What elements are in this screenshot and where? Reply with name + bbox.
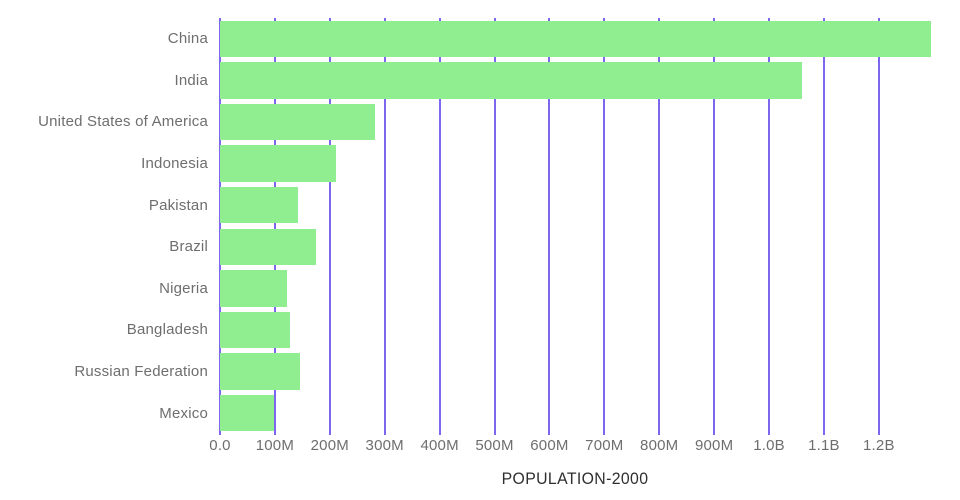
x-tick-label: 1.1B bbox=[808, 437, 840, 454]
y-tick-label: Bangladesh bbox=[126, 321, 208, 339]
y-tick-label: India bbox=[174, 71, 208, 89]
bar-united-states-of-america bbox=[220, 103, 375, 141]
x-tick-label: 700M bbox=[585, 437, 624, 454]
y-tick-label: Russian Federation bbox=[74, 363, 208, 381]
y-tick-label: Mexico bbox=[159, 404, 208, 422]
gridline bbox=[273, 18, 276, 435]
gridline bbox=[822, 18, 825, 435]
y-tick-label: United States of America bbox=[38, 113, 208, 131]
y-tick-label: Brazil bbox=[169, 238, 208, 256]
x-axis-labels: 0.0 100M 200M 300M 400M 500M 600M 700M 800M 900M 1… bbox=[209, 437, 931, 457]
x-tick-label: 300M bbox=[365, 437, 404, 454]
y-tick-label: Indonesia bbox=[141, 155, 208, 173]
bar-bangladesh bbox=[220, 311, 291, 349]
y-axis-labels: China India United States of America Indone… bbox=[0, 18, 214, 434]
gridline bbox=[603, 18, 606, 435]
bar-indonesia bbox=[220, 145, 337, 182]
gridline bbox=[768, 18, 771, 435]
x-tick-label: 600M bbox=[530, 437, 569, 454]
x-tick-label: 200M bbox=[310, 437, 349, 454]
x-tick-label: 1.0B bbox=[753, 437, 785, 454]
gridline bbox=[713, 18, 716, 435]
x-tick-label: 100M bbox=[255, 437, 295, 454]
bar-russian-federation bbox=[220, 353, 301, 390]
gridline bbox=[877, 18, 880, 435]
bar-mexico bbox=[220, 394, 274, 432]
gridline bbox=[658, 18, 661, 435]
plot-area bbox=[219, 18, 931, 435]
bar-pakistan bbox=[220, 186, 299, 224]
bar-china bbox=[220, 20, 931, 58]
x-tick-label: 800M bbox=[640, 437, 679, 454]
bar-brazil bbox=[220, 228, 316, 266]
gridline bbox=[328, 18, 331, 435]
gridline bbox=[493, 18, 496, 435]
x-axis-title: POPULATION-2000 bbox=[501, 469, 649, 488]
x-tick-label: 1.2B bbox=[862, 437, 895, 454]
y-tick-label: Pakistan bbox=[148, 196, 208, 214]
x-tick-label: 900M bbox=[694, 437, 734, 454]
gridline bbox=[383, 18, 386, 435]
bar-india bbox=[220, 62, 802, 99]
bar-nigeria bbox=[220, 270, 288, 307]
gridline bbox=[438, 18, 441, 435]
gridline bbox=[548, 18, 551, 435]
y-tick-label: Nigeria bbox=[159, 279, 208, 297]
y-axis-line bbox=[219, 18, 221, 435]
y-tick-label: China bbox=[167, 30, 208, 48]
x-tick-label: 500M bbox=[475, 437, 514, 454]
x-tick-label: 400M bbox=[420, 437, 459, 454]
x-tick-label: 0.0 bbox=[209, 437, 231, 454]
